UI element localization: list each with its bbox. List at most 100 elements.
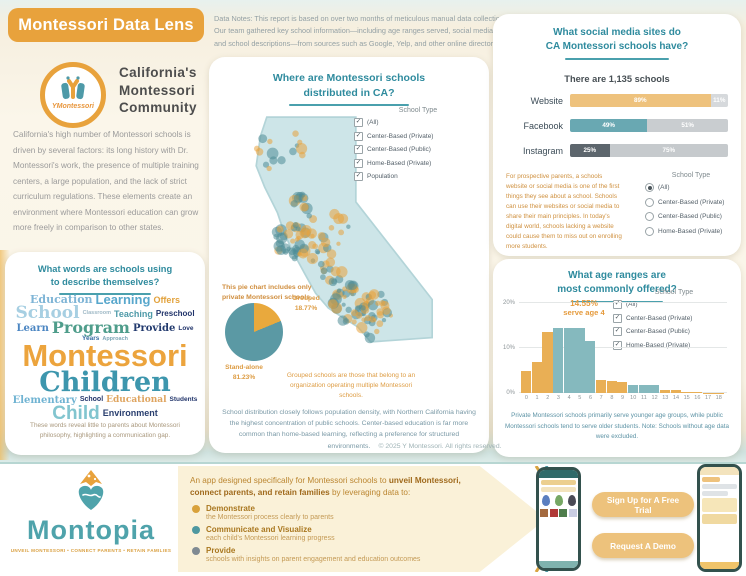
- x-tick: 2: [546, 395, 550, 401]
- filter-label: (All): [626, 301, 638, 308]
- phone-nav-bar: [539, 561, 578, 568]
- social-bar-hasnot: 51%: [647, 119, 728, 132]
- filter-checkbox[interactable]: ✓ Center-Based (Private): [613, 313, 735, 323]
- word-cloud-word: Offers: [153, 294, 180, 305]
- checkbox-icon: ✓: [613, 313, 622, 323]
- bullet-dot-icon: [192, 525, 200, 534]
- checkbox-icon: ✓: [354, 158, 363, 168]
- social-bar-row: Facebook 49% 51%: [505, 119, 729, 132]
- filter-label: Center-Based (Public): [658, 213, 722, 220]
- phone-card: [702, 514, 737, 524]
- histogram-bar: [627, 384, 639, 393]
- filter-checkbox[interactable]: ✓ Home-Based (Private): [354, 158, 482, 168]
- signup-free-trial-button[interactable]: Sign Up for A Free Trial: [592, 492, 694, 517]
- filter-checkbox[interactable]: ✓ (All): [613, 300, 735, 309]
- filter-checkbox[interactable]: ✓ Home-Based (Private): [613, 340, 735, 350]
- logo-figure-icon: [61, 76, 85, 100]
- montopia-tagline: UNVEIL MONTESSORI • CONNECT PARENTS • RE…: [10, 548, 172, 553]
- pie-grouped-name: Grouped: [292, 295, 320, 302]
- filter-checkbox[interactable]: ✓ Population: [354, 172, 482, 181]
- pie-label-standalone: Stand-alone 81.23%: [211, 363, 277, 383]
- word-cloud-word: Learning: [95, 291, 151, 307]
- age-histogram-bars: [521, 303, 725, 393]
- california-map: [253, 116, 434, 344]
- word-cloud-word: Children: [39, 366, 171, 398]
- app-intro-part: unveil Montessori, connect parents, and …: [190, 476, 461, 497]
- histogram-bar: [617, 382, 628, 393]
- filter-checkbox[interactable]: ✓ (All): [354, 118, 482, 127]
- histogram-bar: [606, 380, 617, 393]
- filter-label: Home-Based (Private): [367, 159, 432, 167]
- bullet-dot-icon: [192, 546, 200, 555]
- word-cloud-word: Educational: [106, 394, 167, 405]
- filter-radio[interactable]: Center-Based (Public): [645, 212, 737, 221]
- phone-row: [702, 484, 737, 489]
- filter-checkbox[interactable]: ✓ Center-Based (Private): [354, 131, 482, 141]
- word-cloud-word: Provide: [132, 323, 176, 335]
- filter-radio[interactable]: Center-Based (Private): [645, 197, 737, 207]
- map-heading: Where are Montessori schools distributed…: [272, 72, 426, 99]
- x-tick: 6: [588, 395, 592, 401]
- phone-row: [702, 491, 728, 496]
- filter-checkbox[interactable]: ✓ Center-Based (Public): [613, 327, 735, 336]
- x-tick: 14: [672, 395, 680, 401]
- x-tick: 12: [651, 395, 658, 401]
- social-bar-label: Instagram: [522, 145, 563, 156]
- montopia-brand: Montopia UNVEIL MONTESSORI • CONNECT PAR…: [8, 466, 174, 553]
- montopia-logo-icon: [78, 470, 104, 510]
- radio-icon: [645, 212, 654, 221]
- word-cloud-word: Program: [51, 318, 130, 338]
- app-intro-part: by leveraging data to:: [329, 487, 411, 497]
- request-demo-button[interactable]: Request A Demo: [592, 533, 694, 558]
- social-bar-row: Instagram 25% 75%: [505, 144, 729, 157]
- gridline: 10%: [503, 345, 727, 351]
- word-cloud-caption: These words reveal little to parents abo…: [30, 422, 180, 439]
- social-bar-track: 49% 51%: [570, 119, 728, 132]
- social-bars: Website 89% 11% Facebook 49% 51% Instagram 25% 7…: [505, 94, 729, 169]
- radio-icon: [645, 197, 654, 207]
- bullet-desc: schools with insights on parent engageme…: [206, 555, 421, 563]
- social-bar-row: Website 89% 11%: [505, 94, 729, 107]
- social-bar-hasnot: 75%: [609, 144, 728, 157]
- radio-icon: [645, 226, 654, 236]
- age-filter-list: ✓ (All) ✓ Center-Based (Private) ✓ Center-Bas…: [613, 300, 735, 350]
- x-tick: 3: [556, 395, 560, 401]
- footer-bullet: Provide schools with insights on parent e…: [190, 546, 534, 563]
- bullet-title: Provide: [206, 545, 236, 555]
- footer-bullet: Communicate and Visualize each child's Mo…: [190, 525, 534, 542]
- phone-mockup-right: [697, 464, 742, 572]
- structure-pie-chart: [225, 303, 283, 361]
- phone-tab: [702, 477, 720, 482]
- filter-label: Center-Based (Private): [658, 198, 725, 206]
- phone-egg-avatars: [539, 495, 578, 506]
- filter-checkbox[interactable]: ✓ Center-Based (Public): [354, 145, 482, 154]
- x-tick: 7: [599, 395, 603, 401]
- filter-radio[interactable]: (All): [645, 183, 737, 192]
- bullet-desc: the Montessori process clearly to parent…: [206, 513, 334, 521]
- pie-label-grouped: Grouped 18.77%: [279, 294, 333, 314]
- pie-standalone-value: 81.23%: [232, 373, 256, 381]
- social-bar-has: 25%: [570, 144, 610, 157]
- histogram-bar: [595, 379, 606, 393]
- intro-heading: California's Montessori Community: [119, 65, 197, 116]
- histogram-bar: [649, 385, 660, 393]
- logo-wordmark: YMontessori: [51, 103, 94, 110]
- heading-underline: [289, 104, 409, 107]
- filter-label: Population: [367, 173, 398, 180]
- filter-label: (All): [367, 119, 379, 126]
- intro-paragraph: California's high number of Montessori s…: [13, 130, 199, 233]
- heading-underline: [59, 293, 151, 296]
- phone-nav-bar: [700, 562, 739, 569]
- word-cloud-word: Education: [30, 292, 93, 306]
- filter-label: (All): [658, 184, 670, 191]
- age-filter: School Type ✓ (All) ✓ Center-Based (Private…: [613, 289, 735, 354]
- school-location-dots: [253, 130, 394, 344]
- age-heading: What age ranges are most commonly offere…: [557, 270, 677, 295]
- filter-radio[interactable]: Home-Based (Private): [645, 226, 737, 236]
- footer-bullets: Demonstrate the Montessori process clearl…: [190, 504, 534, 563]
- heading-underline: [565, 58, 669, 60]
- checkbox-icon: ✓: [613, 327, 622, 336]
- app-banner: An app designed specifically for Montess…: [178, 466, 546, 572]
- bullet-text: Provide schools with insights on parent e…: [206, 546, 420, 563]
